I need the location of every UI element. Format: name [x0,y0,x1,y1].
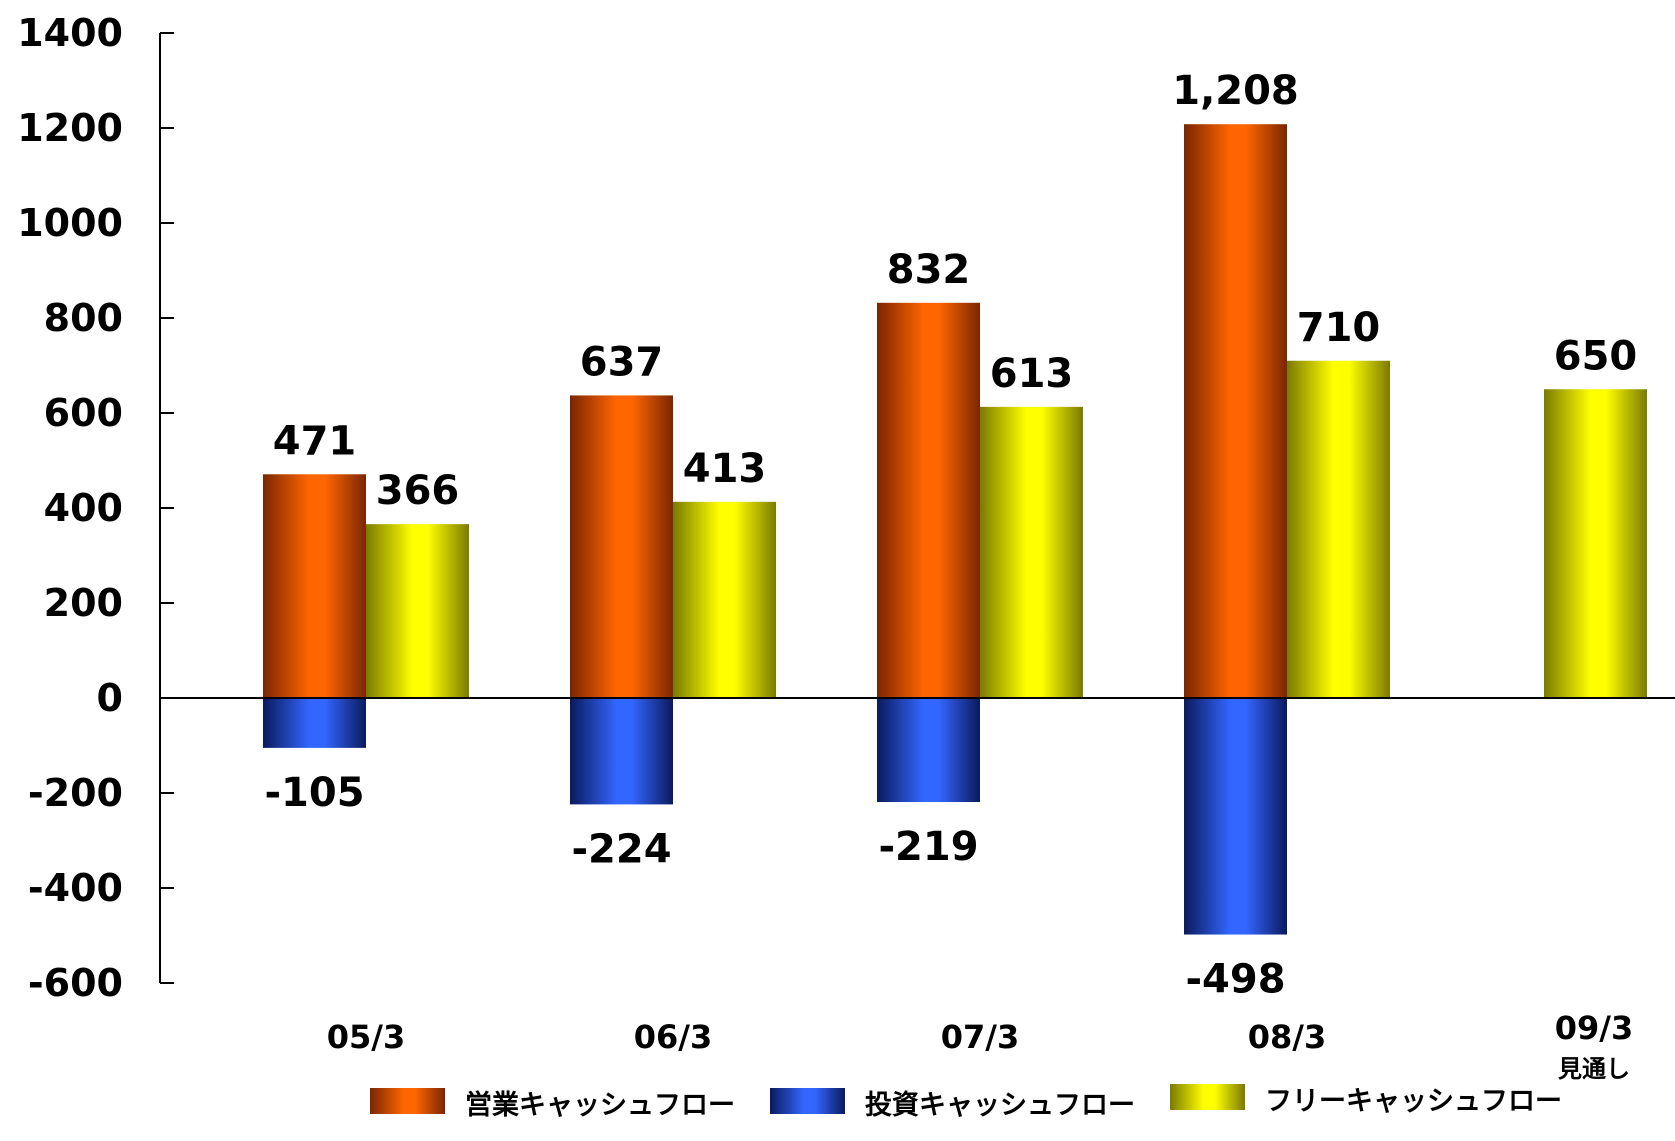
data-label: -498 [1185,957,1285,1003]
bar-free-3 [1287,360,1390,698]
y-tick-label: -200 [28,771,123,815]
data-labels: 471 -105 366 637 -224 413 832 -219 613 1,208 -498 7… [264,68,1637,1002]
bar-free-1 [673,501,776,698]
bar-free-0 [366,524,469,698]
data-label: 1,208 [1172,68,1299,114]
data-label: 366 [376,468,460,514]
x-tick-label: 06/3 [634,1018,712,1056]
bars [263,124,1647,935]
y-axis: 1400 1200 1000 800 600 400 200 0 -200 -400 -600 [17,11,174,1005]
data-label: 613 [990,351,1074,397]
data-label: -219 [878,824,978,870]
y-tick-label: 1000 [17,201,123,245]
legend-swatch [770,1088,845,1114]
x-tick-label: 08/3 [1248,1018,1326,1056]
x-tick-label: 07/3 [941,1018,1019,1056]
y-tick-label: 400 [44,486,123,530]
bar-free-4 [1544,389,1647,698]
bar-investing-2 [877,698,980,803]
y-tick-label: 1200 [17,106,123,150]
y-tick-label: 600 [44,391,123,435]
y-tick-label: 800 [44,296,123,340]
bar-investing-1 [570,698,673,805]
bar-investing-0 [263,698,366,748]
y-tick-label: -400 [28,866,123,910]
data-label: 637 [580,339,664,385]
y-tick-label: 0 [97,676,123,720]
bar-operating-1 [570,395,673,698]
x-tick-label: 05/3 [327,1018,405,1056]
data-label: 710 [1297,305,1381,351]
y-tick-label: 1400 [17,11,123,55]
data-label: 413 [683,446,767,492]
y-tick-label: 200 [44,581,123,625]
legend-label: 投資キャッシュフロー [865,1090,1135,1121]
data-label: -105 [264,770,364,816]
x-tick-note: 見通し [1558,1055,1630,1083]
bar-operating-3 [1184,124,1287,698]
legend: 営業キャッシュフロー 投資キャッシュフロー フリーキャッシュフロー [370,1084,1562,1121]
bar-operating-0 [263,474,366,698]
y-tick-label: -600 [28,961,123,1005]
bar-investing-3 [1184,698,1287,935]
bar-free-2 [980,406,1083,698]
data-label: 832 [887,247,971,293]
data-label: 650 [1554,333,1638,379]
legend-label: フリーキャッシュフロー [1265,1086,1562,1117]
x-tick-label: 09/3 [1555,1009,1633,1047]
x-axis-labels: 05/3 06/3 07/3 08/3 09/3 見通し [327,1009,1633,1083]
legend-label: 営業キャッシュフロー [465,1089,735,1121]
data-label: -224 [571,826,671,872]
bar-operating-2 [877,302,980,698]
legend-swatch [1170,1084,1245,1110]
legend-swatch [370,1088,445,1114]
data-label: 471 [273,418,357,464]
